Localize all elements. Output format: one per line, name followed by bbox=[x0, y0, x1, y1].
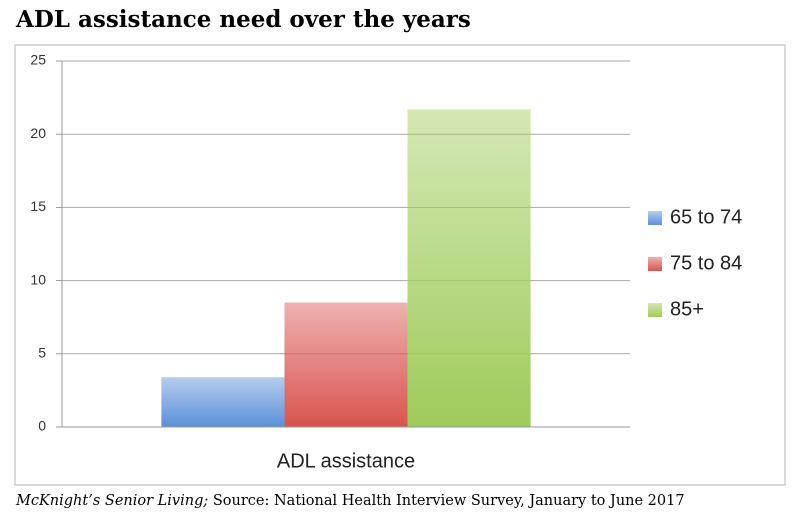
y-tick-label: 10 bbox=[30, 271, 46, 287]
y-tick-label: 15 bbox=[30, 198, 46, 214]
y-tick-label: 25 bbox=[30, 52, 46, 68]
bar bbox=[161, 377, 285, 427]
bar bbox=[407, 109, 531, 427]
legend-swatch bbox=[648, 257, 662, 271]
legend-swatch bbox=[648, 303, 662, 317]
caption-publication: McKnight’s Senior Living; bbox=[15, 493, 208, 509]
legend-label: 85+ bbox=[670, 298, 704, 320]
y-tick-label: 5 bbox=[38, 345, 46, 361]
chart-title: ADL assistance need over the years bbox=[15, 6, 471, 33]
legend-label: 75 to 84 bbox=[670, 252, 742, 274]
legend-swatch bbox=[648, 211, 662, 225]
y-tick-label: 0 bbox=[38, 418, 46, 434]
bar bbox=[284, 302, 408, 427]
caption: McKnight’s Senior Living; Source: Nation… bbox=[15, 493, 685, 509]
x-tick-label: ADL assistance bbox=[277, 450, 415, 472]
chart-frame bbox=[14, 44, 786, 486]
y-tick-label: 20 bbox=[30, 125, 46, 141]
legend-label: 65 to 74 bbox=[670, 206, 742, 228]
caption-source: Source: National Health Interview Survey… bbox=[208, 493, 684, 509]
